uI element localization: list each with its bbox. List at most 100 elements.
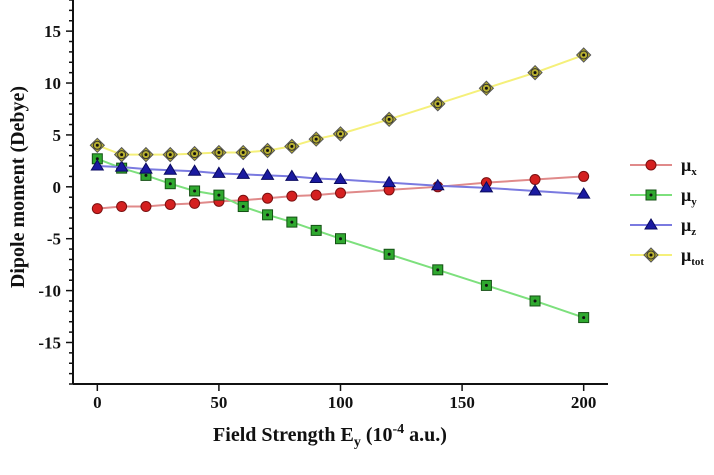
- marker-triangle: [187, 164, 202, 176]
- marker-dot: [533, 299, 537, 303]
- marker-dot: [436, 102, 440, 106]
- marker-dot: [168, 153, 172, 157]
- marker-dot: [290, 144, 294, 148]
- data-point: [480, 279, 492, 291]
- data-point: [576, 187, 591, 199]
- marker-ring: [481, 83, 491, 93]
- data-point: [309, 171, 324, 184]
- marker-ring: [238, 148, 248, 158]
- data-point: [286, 190, 298, 202]
- legend-symbol: μ: [681, 245, 691, 265]
- marker-triangle: [236, 167, 251, 179]
- data-point: [139, 162, 153, 174]
- y-tick-label: -5: [47, 230, 61, 249]
- series-tot: [89, 47, 592, 163]
- legend-marker: [645, 159, 657, 171]
- data-point: [381, 111, 397, 128]
- data-point: [382, 175, 397, 188]
- marker-dot: [95, 157, 99, 161]
- x-tick-label: 150: [449, 393, 475, 412]
- data-point: [114, 160, 129, 172]
- marker-dot: [217, 193, 221, 197]
- marker-dot: [193, 189, 197, 193]
- data-point: [163, 163, 178, 175]
- marker-circle: [578, 170, 590, 182]
- marker-triangle: [139, 162, 153, 174]
- y-tick-label: 10: [44, 74, 61, 93]
- marker-ring: [165, 150, 175, 160]
- legend-subscript: x: [691, 166, 697, 178]
- marker-dot: [533, 71, 537, 75]
- legend-subscript: y: [691, 196, 697, 208]
- marker-triangle: [284, 169, 299, 181]
- marker-circle: [335, 187, 346, 199]
- series-y: [91, 153, 590, 324]
- x-axis-label: Field Strength Ey (10-4 a.u.): [213, 422, 447, 450]
- legend-symbol: μ: [681, 185, 691, 205]
- marker-dot: [144, 173, 148, 177]
- data-point: [383, 248, 395, 260]
- marker-ring: [646, 250, 656, 260]
- data-point: [284, 138, 300, 155]
- data-point: [189, 197, 201, 209]
- marker-dot: [582, 316, 586, 320]
- marker-dot: [168, 182, 172, 186]
- marker-dot: [241, 151, 245, 155]
- data-point: [528, 183, 542, 196]
- data-point: [91, 203, 103, 215]
- marker-circle: [189, 197, 201, 209]
- marker-dot: [339, 132, 342, 136]
- marker-dot: [582, 53, 586, 57]
- data-point: [335, 187, 346, 199]
- marker-circle: [286, 190, 298, 202]
- marker-circle: [645, 159, 657, 171]
- marker-triangle: [430, 178, 445, 191]
- legend-symbol: μ: [681, 215, 691, 235]
- marker-triangle: [644, 218, 658, 230]
- marker-ring: [433, 99, 443, 109]
- x-label-close: a.u.): [404, 424, 447, 446]
- data-point: [310, 189, 322, 201]
- data-point: [187, 164, 202, 176]
- series-line: [96, 54, 585, 156]
- marker-circle: [91, 203, 103, 215]
- marker-triangle: [333, 172, 348, 185]
- data-point: [262, 209, 274, 221]
- data-point: [164, 198, 176, 210]
- marker-dot: [144, 153, 148, 157]
- marker-dot: [339, 237, 342, 241]
- data-point: [211, 144, 227, 161]
- marker-circle: [529, 174, 541, 186]
- marker-ring: [530, 68, 540, 78]
- x-label-main: Field Strength E: [213, 424, 354, 446]
- marker-dot: [217, 151, 221, 155]
- series-line: [97, 165, 584, 196]
- marker-dot: [241, 205, 245, 209]
- marker-triangle: [382, 175, 397, 188]
- marker-dot: [484, 283, 488, 287]
- data-point: [335, 233, 346, 245]
- data-point: [189, 185, 201, 197]
- data-point: [116, 201, 128, 213]
- marker-triangle: [212, 166, 226, 178]
- data-point: [212, 166, 226, 178]
- data-point: [478, 80, 495, 96]
- x-tick-label: 200: [571, 393, 597, 412]
- marker-ring: [287, 141, 297, 151]
- marker-triangle: [260, 168, 275, 180]
- x-label-sub: y: [354, 435, 361, 450]
- y-axis-label: Dipole moment (Debye): [7, 86, 29, 288]
- legend-subscript: z: [691, 226, 696, 238]
- y-tick-label: 5: [53, 126, 62, 145]
- marker-dot: [266, 148, 270, 152]
- legend-label: μtot: [681, 245, 704, 268]
- data-point: [479, 180, 494, 193]
- data-point: [260, 168, 275, 180]
- data-point: [529, 174, 541, 186]
- marker-triangle: [479, 180, 494, 193]
- marker-triangle: [309, 171, 324, 184]
- y-tick-label: -15: [38, 333, 61, 352]
- marker-dot: [436, 268, 440, 272]
